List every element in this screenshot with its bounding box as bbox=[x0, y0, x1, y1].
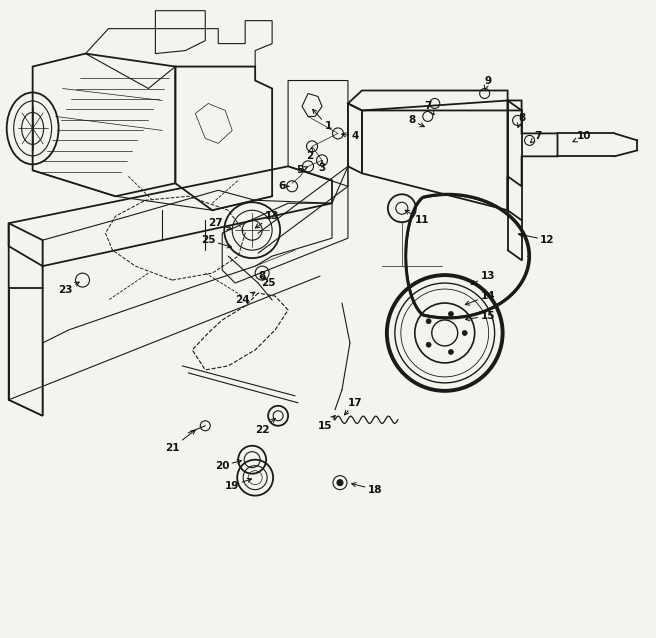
Text: 1: 1 bbox=[313, 109, 332, 131]
Circle shape bbox=[337, 480, 343, 486]
Text: 19: 19 bbox=[225, 478, 251, 491]
Text: 8: 8 bbox=[408, 115, 424, 127]
Circle shape bbox=[449, 311, 453, 316]
Text: 7: 7 bbox=[530, 131, 541, 143]
Text: 24: 24 bbox=[235, 292, 255, 305]
Text: 5: 5 bbox=[297, 165, 307, 175]
Text: 17: 17 bbox=[344, 398, 362, 415]
Text: 4: 4 bbox=[342, 131, 359, 142]
Circle shape bbox=[449, 350, 453, 355]
Text: 9: 9 bbox=[484, 75, 491, 89]
Text: 15: 15 bbox=[466, 311, 495, 321]
Text: 20: 20 bbox=[215, 460, 241, 471]
Text: 25: 25 bbox=[260, 275, 276, 288]
Text: 2: 2 bbox=[306, 147, 314, 161]
Text: 22: 22 bbox=[255, 419, 276, 434]
Circle shape bbox=[426, 319, 431, 323]
Text: 27: 27 bbox=[208, 218, 232, 230]
Text: 14: 14 bbox=[465, 291, 495, 305]
Text: 6: 6 bbox=[279, 181, 289, 191]
Text: 3: 3 bbox=[318, 161, 325, 174]
Text: 11: 11 bbox=[405, 211, 429, 225]
Text: 13: 13 bbox=[255, 211, 279, 228]
Text: 15: 15 bbox=[318, 415, 335, 431]
Circle shape bbox=[462, 330, 467, 336]
Text: 12: 12 bbox=[518, 233, 555, 245]
Circle shape bbox=[426, 342, 431, 347]
Text: 10: 10 bbox=[573, 131, 592, 142]
Text: 13: 13 bbox=[471, 271, 495, 285]
Text: 25: 25 bbox=[201, 235, 232, 248]
Text: 7: 7 bbox=[424, 101, 434, 115]
Text: 21: 21 bbox=[165, 430, 195, 453]
Text: 8: 8 bbox=[518, 114, 525, 128]
Text: 18: 18 bbox=[352, 482, 382, 494]
Text: 8: 8 bbox=[258, 271, 266, 281]
Text: 23: 23 bbox=[58, 282, 79, 295]
